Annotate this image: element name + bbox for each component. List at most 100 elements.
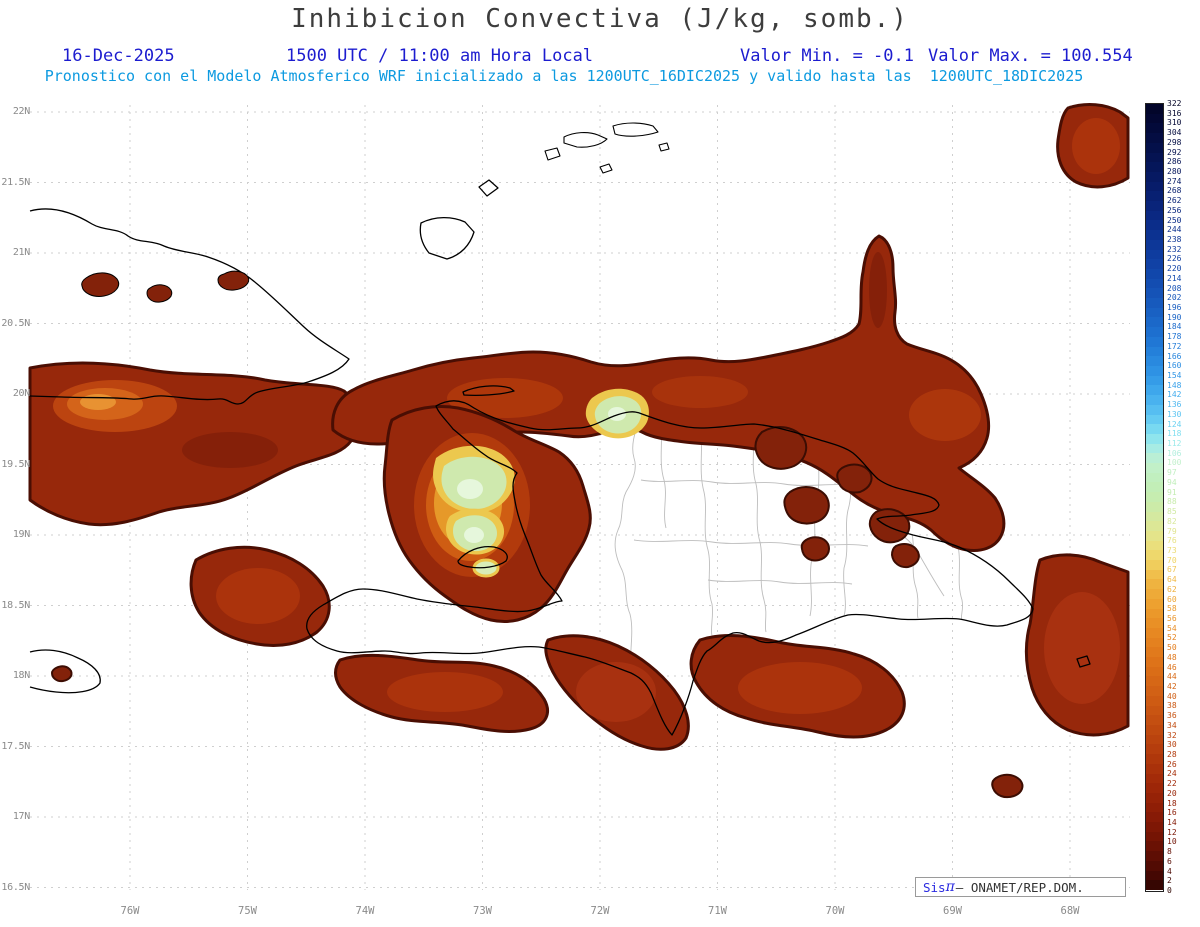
colorbar-tick-label: 42 — [1167, 681, 1177, 691]
colorbar-segment — [1146, 453, 1163, 464]
lat-tick-label: 20N — [12, 388, 30, 399]
colorbar-segment — [1146, 550, 1163, 561]
turks-caicos-islands — [544, 122, 670, 174]
colorbar-tick-label: 34 — [1167, 720, 1177, 730]
colorbar-tick-label: 112 — [1167, 439, 1182, 449]
colorbar-tick-label: 8 — [1167, 847, 1172, 857]
colorbar-segment — [1146, 482, 1163, 493]
colorbar-tick-label: 48 — [1167, 652, 1177, 662]
valid-time: 1500 UTC / 11:00 am Hora Local — [286, 46, 594, 66]
colorbar-tick-label: 36 — [1167, 711, 1177, 721]
colorbar-tick-label: 250 — [1167, 215, 1182, 225]
colorbar-segment — [1146, 123, 1163, 134]
colorbar-tick-label: 214 — [1167, 273, 1182, 283]
colorbar-tick-label: 124 — [1167, 419, 1182, 429]
colorbar-segment — [1146, 239, 1163, 250]
colorbar-segment — [1146, 298, 1163, 308]
colorbar-tick-label: 26 — [1167, 759, 1177, 769]
credit-dash: – — [955, 879, 971, 895]
colorbar-segment — [1146, 822, 1163, 832]
colorbar-tick-label: 50 — [1167, 643, 1177, 653]
coast-little-inagua — [478, 179, 499, 197]
colorbar-tick-label: 60 — [1167, 594, 1177, 604]
colorbar-segment — [1146, 414, 1163, 425]
colorbar-tick-label: 32 — [1167, 730, 1177, 740]
coast-great-inagua — [419, 216, 475, 260]
colorbar-tick-label: 79 — [1167, 526, 1177, 536]
colorbar-tick-label: 262 — [1167, 196, 1182, 206]
colorbar-tick-label: 73 — [1167, 545, 1177, 555]
colorbar-segment — [1146, 210, 1163, 221]
lat-tick-label: 16.5N — [1, 881, 30, 893]
colorbar-tick-label: 4 — [1167, 866, 1172, 876]
colorbar-tick-label: 130 — [1167, 409, 1182, 419]
colorbar-segment — [1146, 792, 1163, 803]
lat-tick-label: 19N — [12, 529, 30, 540]
colorbar-segment — [1146, 395, 1163, 405]
lat-tick-label: 20.5N — [1, 317, 30, 329]
colorbar-segment — [1146, 715, 1163, 725]
coastlines — [29, 122, 1091, 736]
colorbar-segment — [1146, 433, 1163, 444]
credit-brand: Sis — [923, 879, 946, 895]
colorbar-segment — [1146, 763, 1163, 774]
colorbar-tick-label: 46 — [1167, 662, 1177, 672]
colorbar-tick-label: 166 — [1167, 351, 1182, 361]
colorbar-ticks: 322 316 310 304 298 292 286 280 274 268 262 256 250 2… — [1167, 99, 1197, 895]
lon-tick-label: 73W — [473, 905, 492, 917]
colorbar-tick-label: 30 — [1167, 740, 1177, 750]
pi-symbol: π — [945, 879, 955, 895]
lon-tick-label: 75W — [238, 905, 257, 917]
colorbar-tick-label: 6 — [1167, 856, 1172, 866]
colorbar-tick-label: 91 — [1167, 487, 1177, 497]
colorbar-segment — [1146, 880, 1163, 890]
colorbar-tick-label: 70 — [1167, 555, 1177, 565]
colorbar-segment — [1146, 317, 1163, 328]
colorbar-tick-label: 196 — [1167, 303, 1182, 313]
colorbar-segment — [1146, 365, 1163, 376]
colorbar-tick-label: 58 — [1167, 604, 1177, 614]
colorbar-tick-label: 85 — [1167, 507, 1177, 517]
colorbar-tick-label: 38 — [1167, 701, 1177, 711]
colorbar-segment — [1146, 627, 1163, 638]
colorbar-segment — [1146, 492, 1163, 502]
colorbar-tick-label: 322 — [1167, 99, 1182, 108]
colorbar-segment — [1146, 657, 1163, 667]
colorbar-tick-label: 62 — [1167, 584, 1177, 594]
colorbar-segment — [1146, 162, 1163, 172]
lon-tick-label: 74W — [355, 905, 375, 917]
colorbar-tick-label: 100 — [1167, 458, 1182, 468]
credit-org: ONAMET/REP.DOM. — [970, 879, 1084, 895]
minmax-values: Valor Min. = -0.1 Valor Max. = 100.554 — [740, 46, 1147, 66]
colorbar-segment — [1146, 268, 1163, 279]
lat-tick-label: 21.5N — [1, 176, 30, 188]
lat-tick-label: 22N — [12, 106, 30, 117]
colorbar-tick-label: 172 — [1167, 341, 1182, 351]
colorbar-tick-label: 286 — [1167, 157, 1182, 167]
coast-mona-island — [1076, 655, 1091, 668]
colorbar-tick-label: 274 — [1167, 176, 1182, 186]
colorbar-segment — [1146, 637, 1163, 648]
colorbar-segment — [1146, 307, 1163, 318]
colorbar-tick-label: 0 — [1167, 886, 1172, 895]
colorbar-tick-label: 268 — [1167, 186, 1182, 196]
colorbar-tick-label: 18 — [1167, 798, 1177, 808]
colorbar-tick-label: 226 — [1167, 254, 1182, 264]
colorbar-tick-label: 12 — [1167, 827, 1177, 837]
colorbar-segment — [1146, 113, 1163, 124]
colorbar-segment — [1146, 346, 1163, 357]
colorbar-segment — [1146, 472, 1163, 483]
lon-tick-label: 71W — [708, 905, 727, 917]
colorbar-tick-label: 160 — [1167, 361, 1182, 371]
colorbar-tick-label: 154 — [1167, 371, 1182, 381]
colorbar-segment — [1146, 851, 1163, 861]
colorbar-tick-label: 208 — [1167, 283, 1182, 293]
colorbar-tick-label: 76 — [1167, 536, 1177, 546]
colorbar-tick-label: 52 — [1167, 633, 1177, 643]
colorbar-tick-label: 44 — [1167, 672, 1177, 682]
colorbar-segment — [1146, 278, 1163, 289]
colorbar-tick-label: 220 — [1167, 264, 1182, 274]
colorbar-tick-label: 136 — [1167, 400, 1182, 410]
